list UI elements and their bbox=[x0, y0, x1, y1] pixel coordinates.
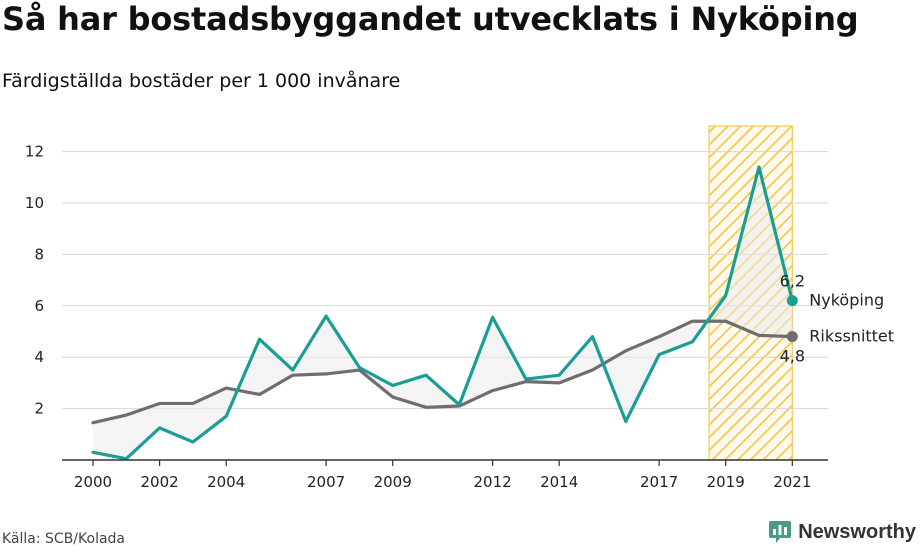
nykoping-endpoint bbox=[786, 295, 798, 307]
y-tick-label: 4 bbox=[34, 348, 44, 366]
brand-logo: Newsworthy bbox=[768, 519, 916, 545]
y-tick-label: 12 bbox=[25, 143, 44, 161]
x-tick-label: 2000 bbox=[74, 473, 112, 491]
rikssnittet-value-label: 4,8 bbox=[780, 347, 805, 366]
brand-name: Newsworthy bbox=[798, 520, 916, 543]
x-tick-label: 2014 bbox=[540, 473, 578, 491]
chart-title: Så har bostadsbyggandet utvecklats i Nyk… bbox=[2, 0, 859, 38]
newsworthy-logo-icon bbox=[769, 521, 792, 543]
rikssnittet-endpoint bbox=[786, 331, 798, 343]
rikssnittet-series-label: Rikssnittet bbox=[809, 327, 894, 346]
x-tick-label: 2009 bbox=[374, 473, 412, 491]
y-tick-label: 6 bbox=[34, 297, 44, 315]
chart-subtitle: Färdigställda bostäder per 1 000 invånar… bbox=[2, 70, 401, 92]
x-tick-label: 2017 bbox=[640, 473, 678, 491]
x-tick-label: 2002 bbox=[141, 473, 179, 491]
rikssnittet-line bbox=[91, 319, 794, 425]
source-note: Källa: SCB/Kolada bbox=[2, 531, 126, 547]
y-tick-label: 10 bbox=[25, 194, 44, 212]
nykoping-line bbox=[91, 165, 794, 461]
x-tick-label: 2007 bbox=[307, 473, 345, 491]
x-tick-label: 2004 bbox=[207, 473, 245, 491]
difference-area bbox=[93, 167, 793, 459]
nykoping-value-label: 6,2 bbox=[780, 272, 805, 291]
x-tick-label: 2019 bbox=[707, 473, 745, 491]
y-tick-label: 2 bbox=[34, 400, 44, 418]
y-tick-label: 8 bbox=[34, 245, 44, 263]
x-tick-label: 2012 bbox=[474, 473, 512, 491]
nykoping-series-label: Nyköping bbox=[809, 291, 884, 310]
x-tick-label: 2021 bbox=[773, 473, 811, 491]
